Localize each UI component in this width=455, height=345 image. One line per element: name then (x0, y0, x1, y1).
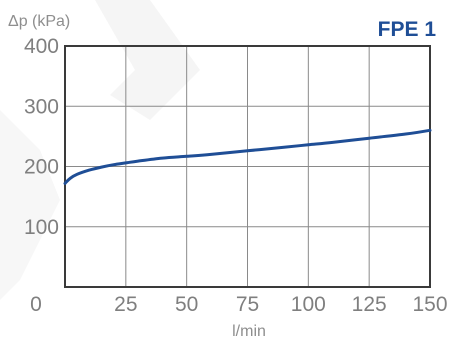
y-axis-label: Δp (kPa) (8, 13, 70, 30)
x-tick-label: 125 (352, 293, 387, 316)
x-tick-labels: 0 25 50 75 100 125 150 (30, 293, 447, 316)
x-tick-label: 150 (412, 293, 447, 316)
y-tick-label: 300 (24, 95, 59, 118)
x-axis-label: l/min (232, 323, 266, 340)
series-layer (63, 128, 432, 185)
y-tick-labels: 100 200 300 400 (24, 35, 59, 239)
x-tick-label: 100 (291, 293, 326, 316)
grid (65, 46, 430, 287)
x-tick-label: 50 (175, 293, 198, 316)
plot-frame (64, 45, 431, 288)
y-tick-label: 100 (24, 216, 59, 239)
x-tick-label: 0 (30, 293, 42, 316)
series-line-fpe-1 (63, 128, 432, 185)
y-tick-label: 200 (24, 156, 59, 179)
chart-title: FPE 1 (378, 18, 437, 41)
x-tick-label: 25 (114, 293, 137, 316)
y-tick-label: 400 (24, 35, 59, 58)
x-tick-label: 75 (236, 293, 259, 316)
watermark-chevrons (0, 0, 200, 300)
